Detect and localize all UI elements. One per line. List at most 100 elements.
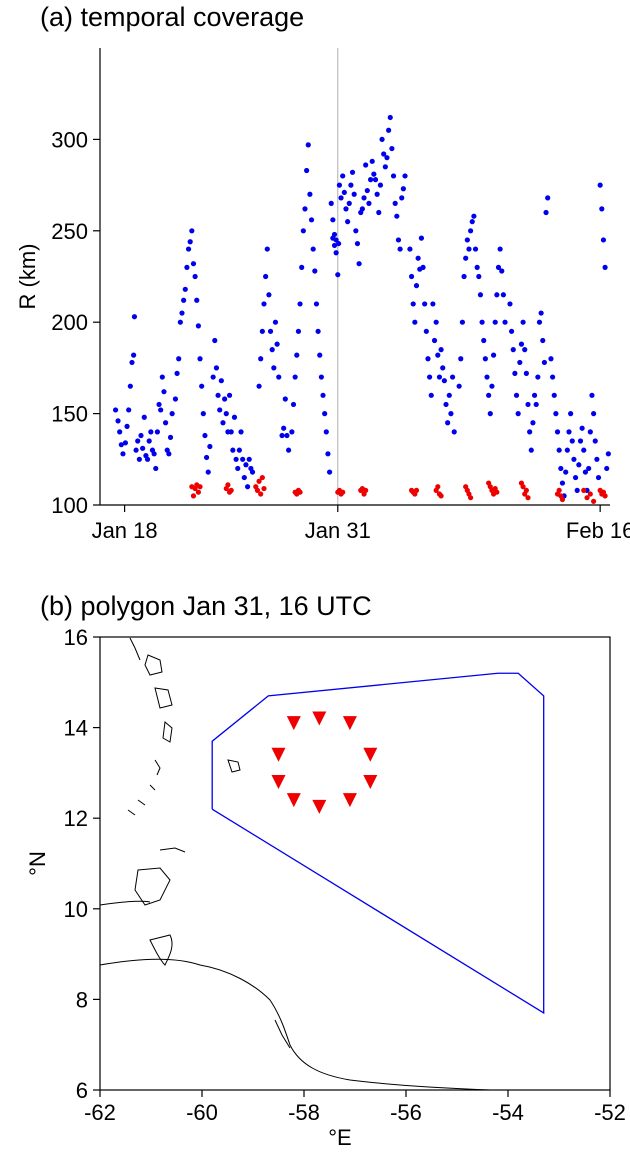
data-point [517, 359, 523, 366]
y-tick-label: 10 [64, 897, 88, 922]
marker-triangle [286, 716, 301, 731]
coastline-segment [149, 934, 173, 966]
data-point [140, 445, 146, 451]
data-point [205, 469, 211, 475]
data-point [300, 228, 306, 234]
marker-triangle [312, 711, 327, 726]
data-point [466, 246, 472, 252]
marker-triangle [342, 793, 357, 808]
data-point [418, 235, 425, 241]
data-point [376, 209, 382, 216]
data-point [605, 451, 611, 457]
data-point [482, 356, 488, 362]
y-tick-label: 100 [51, 493, 88, 518]
data-point [310, 246, 316, 252]
data-point [525, 401, 531, 408]
data-point [133, 447, 139, 453]
data-point [400, 186, 406, 192]
x-tick-label: Jan 18 [92, 518, 158, 543]
data-point [490, 352, 497, 358]
series-blue-points [112, 114, 611, 499]
data-point [510, 347, 516, 353]
data-point [545, 195, 551, 201]
data-point [258, 356, 264, 362]
data-point [179, 310, 185, 316]
data-point [518, 341, 525, 347]
data-point [486, 392, 492, 398]
data-point [302, 206, 308, 212]
data-point [197, 356, 203, 362]
data-point [463, 255, 469, 261]
data-point [166, 451, 172, 457]
data-point [507, 301, 513, 307]
data-point [284, 432, 290, 439]
data-point [274, 341, 280, 347]
x-tick-label: -56 [390, 1100, 422, 1125]
y-tick-label: 8 [76, 987, 88, 1012]
coastline-segment [154, 687, 173, 709]
data-point [382, 164, 388, 170]
data-point [445, 420, 451, 426]
data-point [187, 239, 193, 245]
data-point [246, 456, 252, 462]
data-point [308, 217, 315, 223]
map-frame [99, 636, 611, 1091]
data-point [340, 173, 346, 179]
data-point [541, 359, 548, 366]
data-point [151, 451, 157, 457]
data-point [169, 411, 175, 417]
data-point [359, 206, 365, 212]
x-tick-label: Jan 31 [305, 518, 371, 543]
data-point [190, 493, 197, 499]
data-point [415, 255, 421, 261]
data-point [422, 301, 428, 307]
data-point [387, 114, 393, 121]
data-point [356, 261, 362, 267]
data-point [117, 429, 123, 435]
data-point [146, 438, 152, 444]
data-point [495, 264, 502, 270]
data-point [312, 268, 318, 274]
data-point [438, 347, 444, 353]
coastline-segment [99, 958, 491, 1091]
data-point [556, 487, 562, 493]
data-point [184, 264, 190, 270]
y-tick-label: 250 [51, 219, 88, 244]
data-point [331, 242, 338, 249]
data-point [481, 337, 487, 344]
data-point [435, 484, 441, 490]
data-point [381, 151, 387, 157]
marker-triangle [342, 716, 357, 731]
data-point [236, 447, 242, 453]
data-point [572, 474, 579, 481]
data-point [333, 250, 339, 256]
data-point [477, 292, 484, 298]
data-point [218, 378, 224, 384]
data-point [589, 392, 595, 398]
data-point [451, 429, 457, 435]
data-point [167, 434, 174, 440]
data-point [281, 425, 287, 431]
data-point [427, 374, 433, 380]
data-point [345, 219, 351, 225]
data-point [449, 374, 456, 380]
data-point [122, 440, 129, 446]
data-point [458, 356, 464, 362]
data-point [194, 297, 200, 303]
data-point [364, 187, 370, 194]
data-point [408, 273, 415, 280]
coastline-segment [159, 847, 186, 853]
data-point [604, 465, 610, 472]
data-point [433, 319, 439, 325]
data-point [174, 370, 180, 376]
data-point [531, 392, 538, 398]
data-point [471, 213, 477, 219]
data-point [431, 337, 438, 344]
data-point [594, 456, 600, 462]
data-point [390, 173, 397, 179]
data-point [261, 301, 267, 307]
data-point [182, 286, 188, 292]
data-point [543, 209, 549, 216]
data-point [500, 292, 507, 298]
